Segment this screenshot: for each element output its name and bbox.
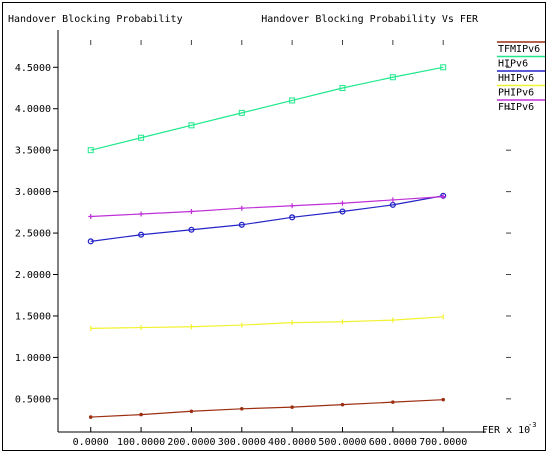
- data-point: [340, 402, 345, 407]
- legend-item-hhipv6: HHIPv6: [497, 70, 545, 84]
- legend-label: PHIPv6: [498, 88, 534, 99]
- data-point: [238, 109, 245, 116]
- ticks: 0.5000 1.0000 1.5000 2.0000 2.5000 3.0000 3.50…: [15, 40, 511, 448]
- x-axis-label: FER x 10: [482, 425, 530, 436]
- chart-title: Handover Blocking Probability Vs FER: [261, 14, 479, 25]
- data-point: [339, 85, 346, 92]
- data-point: [289, 97, 296, 104]
- series-line: [90, 195, 444, 242]
- x-tick-label: 500.0000: [318, 437, 366, 448]
- data-point: [88, 415, 93, 419]
- x-axis-label-exponent: -3: [528, 421, 536, 429]
- data-point: [339, 200, 345, 206]
- data-point: [87, 238, 94, 245]
- x-tick-label: 100.0000: [117, 437, 165, 448]
- y-tick-label: 2.5000: [15, 229, 51, 240]
- data-point: [391, 400, 395, 404]
- x-tick-label: 700.0000: [419, 437, 467, 448]
- legend-item-hipv6: HIPv6: [497, 55, 545, 70]
- data-point: [88, 213, 94, 219]
- legend-label: FHIPv6: [498, 102, 534, 113]
- series-phipv6: [90, 314, 444, 331]
- data-point: [389, 74, 396, 81]
- data-point: [188, 209, 194, 215]
- data-point: [138, 211, 144, 217]
- data-point: [188, 226, 195, 233]
- series-line: [90, 399, 444, 418]
- legend-label: HIPv6: [498, 59, 528, 70]
- series-fhipv6: [88, 194, 446, 219]
- y-tick-label: 0.5000: [15, 394, 51, 405]
- data-point: [289, 203, 295, 209]
- series: [87, 64, 447, 419]
- y-tick-label: 4.0000: [15, 104, 51, 115]
- x-tick-label: 600.0000: [369, 437, 417, 448]
- series-line: [90, 196, 444, 218]
- y-tick-label: 1.5000: [15, 311, 51, 322]
- data-point: [290, 405, 294, 409]
- y-tick-label: 1.0000: [15, 353, 51, 364]
- data-point: [139, 412, 143, 417]
- data-point: [390, 197, 396, 203]
- data-point: [339, 208, 346, 215]
- data-point: [289, 214, 296, 221]
- series-line: [90, 66, 444, 151]
- y-axis-label: Handover Blocking Probability: [8, 14, 183, 25]
- axes: [57, 30, 486, 433]
- data-point: [189, 409, 194, 414]
- legend: TFMIPv6 HIPv6 HHIPv6 PHIPv6 FHIPv6: [497, 41, 545, 113]
- data-point: [239, 406, 244, 411]
- x-tick-label: 200.0000: [167, 437, 215, 448]
- series-hhipv6: [87, 192, 447, 245]
- chart-frame: [2, 2, 546, 451]
- legend-item-phipv6: PHIPv6: [497, 84, 545, 99]
- data-point: [239, 205, 245, 211]
- data-point: [188, 122, 195, 129]
- y-tick-label: 3.0000: [15, 187, 51, 198]
- series-tfmipv6: [88, 397, 446, 419]
- data-point: [441, 397, 446, 402]
- data-point: [138, 134, 145, 141]
- data-point: [138, 231, 145, 238]
- x-tick-label: 400.0000: [268, 437, 316, 448]
- data-point: [389, 201, 396, 208]
- series-hipv6: [87, 64, 447, 154]
- data-point: [440, 64, 447, 71]
- legend-item-tfmipv6: TFMIPv6: [497, 41, 545, 55]
- series-line: [90, 316, 444, 329]
- x-tick-label: 0.0000: [73, 437, 109, 448]
- legend-item-fhipv6: FHIPv6: [497, 99, 545, 113]
- legend-label: TFMIPv6: [498, 44, 540, 55]
- legend-label: HHIPv6: [498, 73, 534, 84]
- data-point: [238, 221, 245, 228]
- data-point: [440, 194, 446, 200]
- y-tick-label: 3.5000: [15, 146, 51, 157]
- x-tick-label: 300.0000: [218, 437, 266, 448]
- y-tick-label: 4.5000: [15, 63, 51, 74]
- y-tick-label: 2.0000: [15, 270, 51, 281]
- data-point: [87, 147, 94, 154]
- x-axis-label-group: FER x 10 -3: [482, 421, 536, 436]
